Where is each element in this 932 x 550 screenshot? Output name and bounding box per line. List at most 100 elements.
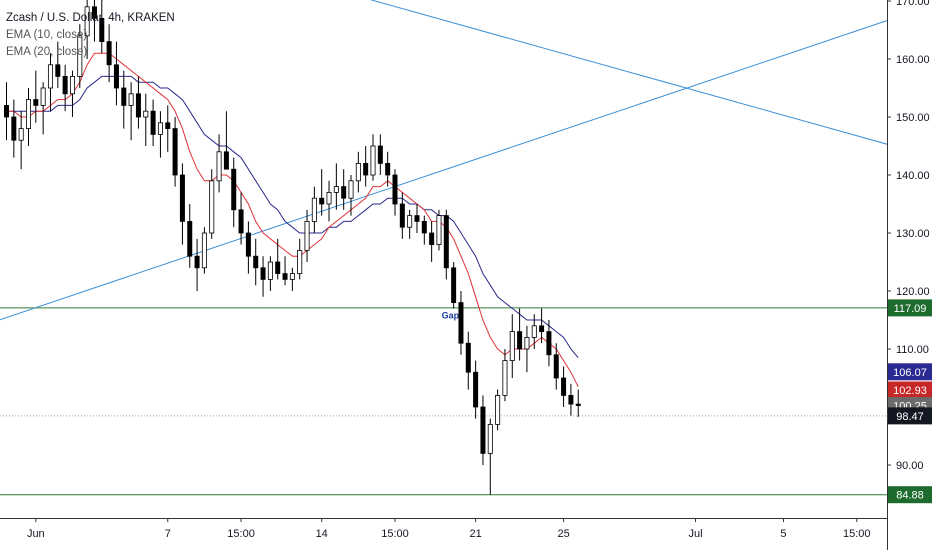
candle-7	[55, 41, 61, 88]
candle-2	[18, 111, 24, 170]
candle-body-down	[458, 302, 464, 344]
candle-body-down	[231, 168, 237, 211]
candle-43	[319, 169, 325, 216]
candle-19	[143, 93, 149, 146]
ema20-line	[6, 75, 579, 359]
candle-5	[40, 82, 46, 135]
candle-body-down	[135, 93, 141, 118]
candle-body-down	[165, 122, 171, 130]
candle-57	[421, 215, 427, 245]
candle-76	[561, 366, 567, 407]
y-tick-label: 170.00	[896, 0, 930, 8]
candle-21	[157, 111, 163, 158]
candle-73	[539, 308, 545, 344]
candle-body-up	[509, 331, 515, 362]
candle-body-down	[275, 261, 281, 275]
y-tick-label: 160.00	[896, 54, 930, 66]
candle-body-down	[194, 255, 200, 269]
candle-body-down	[245, 232, 251, 257]
candle-20	[150, 99, 156, 146]
candle-61	[451, 262, 457, 309]
candle-68	[502, 349, 508, 402]
candle-body-down	[187, 220, 193, 257]
candle-35	[260, 256, 266, 297]
chart-legend: Zcash / U.S. Dollar, 4h, KRAKEN EMA (10,…	[6, 10, 175, 61]
price-label-98.47: 98.47	[888, 407, 932, 425]
candle-17	[128, 82, 134, 141]
candle-44	[326, 180, 332, 222]
candle-body-down	[99, 17, 105, 43]
candle-body-down	[421, 220, 427, 234]
candle-63	[465, 331, 471, 390]
candle-body-down	[399, 203, 405, 228]
candle-49	[363, 146, 369, 187]
candle-body-down	[4, 105, 9, 118]
candle-body-up	[157, 122, 163, 135]
candle-body-up	[531, 325, 537, 338]
candle-body-down	[451, 267, 457, 303]
candle-body-up	[407, 215, 413, 228]
candle-67	[495, 389, 501, 431]
candle-39	[289, 267, 295, 291]
candle-body-down	[553, 354, 559, 379]
candle-70	[517, 308, 523, 361]
candle-37	[275, 238, 281, 280]
x-tick-label: 25	[557, 528, 569, 540]
candle-34	[253, 238, 259, 286]
candle-8	[62, 64, 68, 112]
x-tick-label: 15:00	[227, 528, 255, 540]
candle-3	[25, 88, 31, 146]
candle-29	[216, 134, 222, 193]
candle-body-down	[260, 267, 266, 280]
candle-body-up	[370, 145, 376, 176]
candle-23	[172, 117, 178, 187]
ema10-line	[6, 52, 579, 387]
candle-body-up	[304, 220, 310, 251]
ema20-legend[interactable]: EMA (20, close)	[6, 46, 88, 58]
candle-6	[47, 53, 53, 112]
price-label-box	[888, 299, 932, 317]
candle-4	[33, 70, 39, 123]
candle-body-down	[33, 99, 39, 106]
candle-body-down	[575, 403, 581, 406]
candle-body-up	[77, 35, 83, 77]
candle-body-down	[113, 64, 119, 89]
candle-65	[480, 395, 486, 465]
candle-66	[487, 418, 493, 495]
candle-body-up	[289, 273, 295, 280]
candle-50	[370, 134, 376, 181]
candle-24	[179, 163, 185, 245]
candle-64	[473, 360, 479, 419]
candle-26	[194, 238, 200, 291]
candle-52	[385, 151, 391, 187]
price-label-box	[888, 486, 932, 504]
candle-body-down	[62, 76, 68, 95]
price-label-box	[888, 381, 932, 399]
price-label-box	[888, 363, 932, 381]
candle-body-down	[319, 197, 325, 205]
candle-body-down	[363, 162, 369, 176]
candle-body-up	[487, 423, 493, 454]
x-tick-label: 15:00	[381, 528, 409, 540]
candle-12	[91, 0, 97, 42]
candle-body-down	[179, 174, 185, 222]
candle-body-down	[341, 186, 347, 199]
candle-body-up	[47, 64, 53, 89]
candle-1	[11, 99, 17, 158]
candle-14	[106, 24, 112, 83]
candle-53	[392, 169, 398, 216]
candle-30	[223, 111, 229, 170]
candle-body-up	[297, 249, 303, 274]
symbol-title[interactable]: Zcash / U.S. Dollar, 4h, KRAKEN	[6, 12, 175, 24]
ema10-legend[interactable]: EMA (10, close)	[6, 29, 88, 41]
candle-body-down	[546, 331, 552, 356]
plot-group: Gap	[0, 0, 887, 496]
x-tick-label: Jun	[27, 528, 45, 540]
gap-annotation: Gap	[442, 310, 460, 320]
candle-71	[524, 325, 530, 373]
candle-body-down	[377, 145, 383, 164]
price-label-102.93: 102.93	[888, 381, 932, 399]
candle-body-down	[223, 151, 229, 170]
